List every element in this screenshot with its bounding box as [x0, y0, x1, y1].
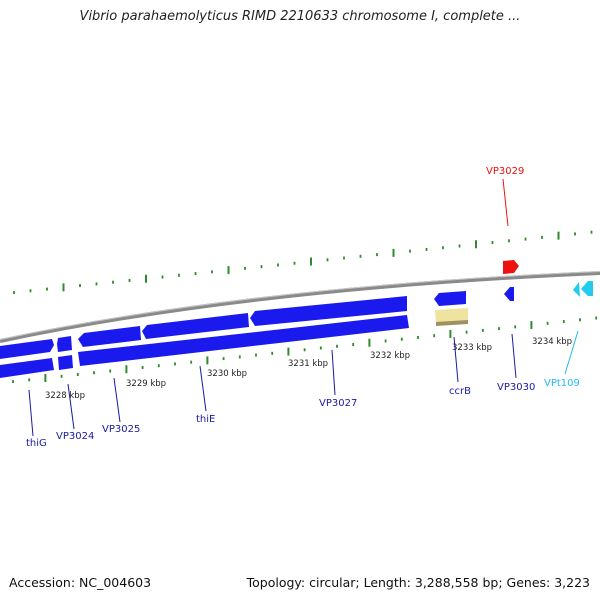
gene-label-VPt109[interactable]: VPt109 [544, 378, 580, 389]
gene-VP3024-upper[interactable] [57, 336, 72, 352]
gene-VP3029-red[interactable] [503, 260, 519, 274]
scale-label: 3230 kbp [207, 369, 247, 379]
scale-label: 3231 kbp [288, 359, 328, 369]
scale-label: 3229 kbp [126, 379, 166, 389]
inner-tick-track [12, 316, 598, 384]
leader-line-VPt109 [564, 330, 579, 375]
leader-line-VP3027 [331, 349, 336, 396]
leader-line-VP3030 [511, 333, 517, 379]
leader-line-thiG [28, 389, 34, 437]
repeat-ccrB[interactable] [435, 308, 468, 323]
gene-VP3027-upper[interactable] [250, 296, 407, 326]
outer-tick-track [13, 230, 593, 295]
trna-VPt109-b[interactable] [581, 281, 593, 296]
leader-line-VP3029 [502, 178, 509, 227]
scale-label: 3233 kbp [452, 343, 492, 353]
leader-line-VP3024 [67, 383, 75, 430]
gene-thiE-upper[interactable] [142, 313, 249, 339]
gene-VP3030-upper[interactable] [504, 287, 514, 301]
topology-summary: Topology: circular; Length: 3,288,558 bp… [246, 575, 590, 590]
gene-ccrB-upper[interactable] [434, 291, 466, 306]
leader-line-ccrB [453, 336, 459, 383]
forward-strand-genes [0, 281, 593, 359]
reverse-strand-genes [0, 260, 519, 378]
gene-label-ccrB[interactable]: ccrB [449, 386, 471, 397]
trna-VPt109-a[interactable] [573, 282, 580, 297]
gene-label-VP3024[interactable]: VP3024 [56, 431, 94, 442]
gene-labels: thiG VP3024 VP3025 thiE VP3027 ccrB VP3030 VPt1… [26, 166, 580, 449]
leader-line-VP3025 [113, 377, 121, 423]
gene-label-VP3027[interactable]: VP3027 [319, 398, 357, 409]
gene-thiG-lower[interactable] [0, 358, 54, 378]
scale-label: 3232 kbp [370, 351, 410, 361]
gene-VP3025-lower[interactable] [78, 315, 409, 366]
scale-label: 3228 kbp [45, 391, 85, 401]
leader-line-thiE [199, 365, 207, 412]
gene-label-VP3030[interactable]: VP3030 [497, 382, 535, 393]
gene-thiG-upper[interactable] [0, 339, 54, 359]
gene-label-thiE[interactable]: thiE [196, 414, 215, 425]
gene-VP3025-upper[interactable] [78, 326, 141, 347]
gene-label-VP3025[interactable]: VP3025 [102, 424, 140, 435]
chromosome-backbone [0, 271, 600, 343]
gene-label-VP3029[interactable]: VP3029 [486, 166, 524, 177]
map-title: Vibrio parahaemolyticus RIMD 2210633 chr… [79, 9, 521, 24]
scale-labels: 3228 kbp 3229 kbp 3230 kbp 3231 kbp 3232 kbp… [45, 337, 572, 401]
accession-label: Accession: NC_004603 [9, 575, 152, 590]
gene-VP3024-lower[interactable] [58, 355, 73, 370]
gene-label-thiG[interactable]: thiG [26, 438, 47, 449]
scale-label: 3234 kbp [532, 337, 572, 347]
